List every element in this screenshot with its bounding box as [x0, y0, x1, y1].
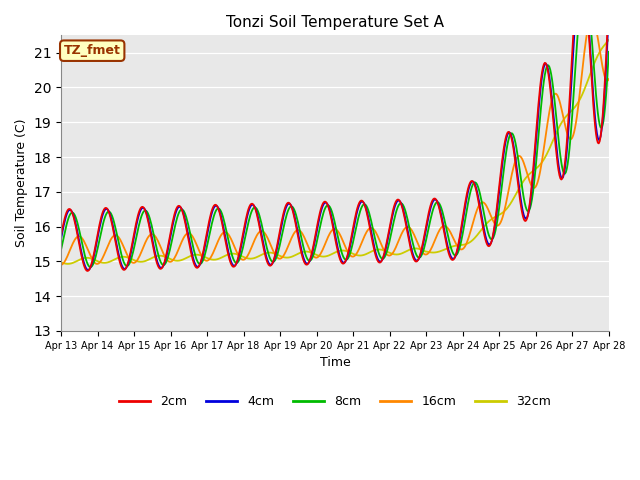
8cm — [424, 229, 431, 235]
8cm — [470, 180, 478, 185]
8cm — [57, 247, 65, 253]
2cm — [57, 233, 65, 239]
4cm — [605, 9, 612, 15]
16cm — [380, 247, 388, 253]
4cm — [424, 218, 431, 224]
16cm — [198, 253, 205, 259]
2cm — [155, 264, 163, 270]
8cm — [605, 49, 612, 55]
2cm — [470, 181, 478, 187]
Text: TZ_fmet: TZ_fmet — [64, 44, 121, 57]
4cm — [57, 236, 65, 242]
4cm — [155, 263, 163, 268]
4cm — [381, 250, 388, 256]
Y-axis label: Soil Temperature (C): Soil Temperature (C) — [15, 119, 28, 247]
32cm — [199, 253, 207, 259]
16cm — [154, 238, 162, 244]
8cm — [306, 258, 314, 264]
4cm — [470, 180, 478, 186]
Line: 32cm: 32cm — [61, 40, 609, 264]
2cm — [424, 215, 431, 220]
32cm — [57, 259, 65, 265]
4cm — [306, 258, 314, 264]
Line: 2cm: 2cm — [61, 0, 609, 271]
Line: 4cm: 4cm — [61, 0, 609, 270]
4cm — [199, 253, 207, 259]
16cm — [470, 218, 477, 224]
16cm — [305, 245, 313, 251]
32cm — [155, 253, 163, 259]
X-axis label: Time: Time — [319, 356, 350, 369]
32cm — [63, 261, 71, 267]
16cm — [588, 15, 595, 21]
8cm — [86, 264, 94, 270]
2cm — [381, 249, 388, 254]
2cm — [199, 251, 207, 257]
4cm — [84, 267, 92, 273]
8cm — [381, 254, 388, 260]
16cm — [423, 252, 431, 257]
Line: 8cm: 8cm — [61, 0, 609, 267]
32cm — [470, 236, 478, 241]
2cm — [306, 257, 314, 263]
Line: 16cm: 16cm — [61, 18, 609, 265]
16cm — [57, 262, 65, 268]
Legend: 2cm, 4cm, 8cm, 16cm, 32cm: 2cm, 4cm, 8cm, 16cm, 32cm — [114, 390, 556, 413]
32cm — [424, 249, 431, 255]
2cm — [84, 268, 92, 274]
8cm — [155, 254, 163, 260]
32cm — [381, 248, 388, 253]
16cm — [605, 76, 612, 82]
32cm — [306, 249, 314, 255]
Title: Tonzi Soil Temperature Set A: Tonzi Soil Temperature Set A — [226, 15, 444, 30]
8cm — [199, 258, 207, 264]
32cm — [605, 37, 612, 43]
2cm — [605, 0, 612, 3]
